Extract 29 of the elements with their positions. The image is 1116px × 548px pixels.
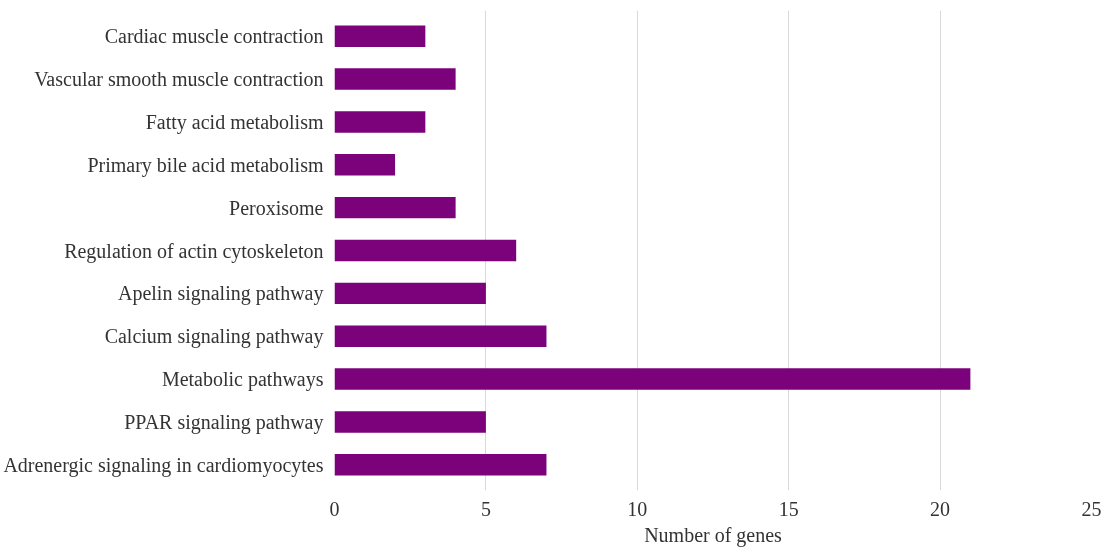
bar	[334, 111, 426, 133]
x-tick-label: 5	[480, 497, 491, 520]
y-tick-label: Regulation of actin cytoskeleton	[64, 239, 324, 263]
y-tick-label: Peroxisome	[229, 196, 324, 219]
bar	[334, 196, 456, 219]
x-axis-title: Number of genes	[644, 523, 783, 547]
y-tick-label: PPAR signaling pathway	[124, 410, 324, 434]
bar	[334, 25, 426, 47]
bar	[334, 68, 456, 90]
bar	[334, 154, 396, 176]
y-tick-label: Apelin signaling pathway	[117, 282, 324, 306]
x-tick-label: 0	[329, 497, 340, 520]
y-tick-label: Adrenergic signaling in cardiomyocytes	[3, 453, 324, 477]
y-tick-label: Vascular smooth muscle contraction	[34, 68, 324, 91]
bar	[334, 282, 486, 305]
bar	[334, 325, 547, 347]
y-tick-label: Calcium signaling pathway	[104, 325, 324, 349]
bar	[334, 368, 971, 390]
x-tick-label: 10	[627, 497, 648, 520]
y-tick-label: Fatty acid metabolism	[145, 110, 324, 134]
y-tick-label: Primary bile acid metabolism	[87, 153, 324, 177]
x-tick-label: 15	[778, 497, 799, 520]
x-tick-label: 20	[930, 497, 951, 520]
y-tick-label: Cardiac muscle contraction	[104, 25, 324, 48]
bar	[334, 454, 547, 476]
x-tick-label: 25	[1081, 497, 1102, 520]
y-tick-label: Metabolic pathways	[161, 368, 324, 392]
bar	[334, 239, 517, 262]
bar	[334, 411, 486, 433]
